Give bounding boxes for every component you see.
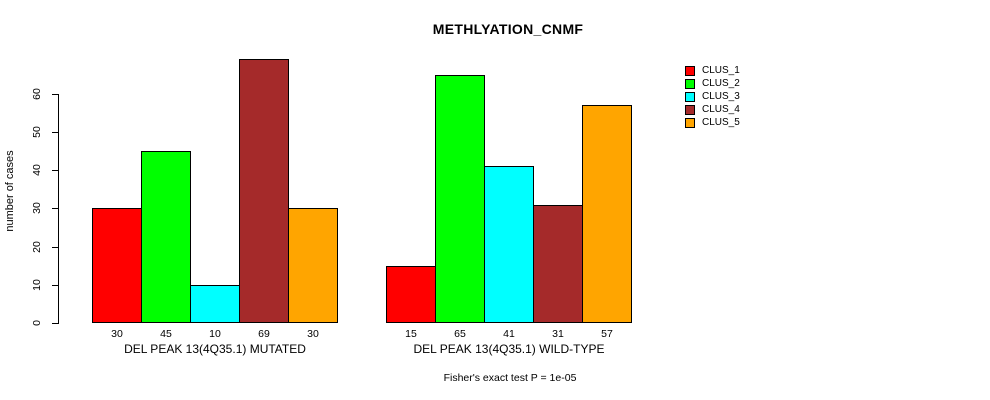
x-group-label-wild-type: DEL PEAK 13(4Q35.1) WILD-TYPE [413, 342, 605, 356]
legend-color-swatch [685, 66, 695, 76]
legend-label: CLUS_1 [702, 65, 740, 76]
bar-clus_2-group2 [435, 75, 485, 323]
legend-color-swatch [685, 118, 695, 128]
bar-clus_5-group1 [288, 208, 338, 323]
bar-value-label: 10 [209, 328, 221, 340]
bar-clus_1-group2 [386, 266, 436, 323]
y-axis-tick [52, 94, 58, 95]
y-axis-tick-label: 10 [31, 279, 43, 291]
bar-clus_4-group1 [239, 59, 289, 323]
y-axis-tick-label: 50 [31, 126, 43, 138]
legend-item: CLUS_5 [685, 118, 740, 128]
bar-value-label: 30 [111, 328, 123, 340]
legend-color-swatch [685, 105, 695, 115]
bar-value-label: 31 [552, 328, 564, 340]
y-axis-tick-label: 20 [31, 241, 43, 253]
legend-label: CLUS_4 [702, 104, 740, 115]
legend-label: CLUS_2 [702, 78, 740, 89]
bar-value-label: 57 [601, 328, 613, 340]
y-axis-tick [52, 132, 58, 133]
y-axis-tick-label: 60 [31, 88, 43, 100]
y-axis-tick-label: 30 [31, 202, 43, 214]
legend: CLUS_1 CLUS_2 CLUS_3 CLUS_4 CLUS_5 [685, 66, 740, 131]
legend-color-swatch [685, 92, 695, 102]
y-axis-tick [52, 170, 58, 171]
legend-item: CLUS_4 [685, 105, 740, 115]
legend-item: CLUS_2 [685, 79, 740, 89]
y-axis-tick [52, 285, 58, 286]
bar-value-label: 69 [258, 328, 270, 340]
bar-value-label: 65 [454, 328, 466, 340]
bar-clus_3-group2 [484, 166, 534, 323]
y-axis-tick-label: 0 [31, 320, 43, 326]
bar-clus_1-group1 [92, 208, 142, 323]
chart-title: METHLYATION_CNMF [432, 21, 584, 37]
bar-value-label: 15 [405, 328, 417, 340]
x-group-label-mutated: DEL PEAK 13(4Q35.1) MUTATED [124, 342, 306, 356]
legend-item: CLUS_1 [685, 66, 740, 76]
y-axis-tick-label: 40 [31, 164, 43, 176]
fisher-test-note: Fisher's exact test P = 1e-05 [443, 372, 577, 384]
legend-color-swatch [685, 79, 695, 89]
bar-value-label: 41 [503, 328, 515, 340]
y-axis-line [58, 94, 59, 324]
legend-label: CLUS_3 [702, 91, 740, 102]
y-axis-tick [52, 323, 58, 324]
bar-clus_3-group1 [190, 285, 240, 323]
bar-clus_2-group1 [141, 151, 191, 323]
y-axis-tick [52, 208, 58, 209]
y-axis-tick [52, 247, 58, 248]
bar-clus_4-group2 [533, 205, 583, 323]
legend-item: CLUS_3 [685, 92, 740, 102]
legend-label: CLUS_5 [702, 117, 740, 128]
bar-value-label: 45 [160, 328, 172, 340]
bar-value-label: 30 [307, 328, 319, 340]
bar-clus_5-group2 [582, 105, 632, 323]
